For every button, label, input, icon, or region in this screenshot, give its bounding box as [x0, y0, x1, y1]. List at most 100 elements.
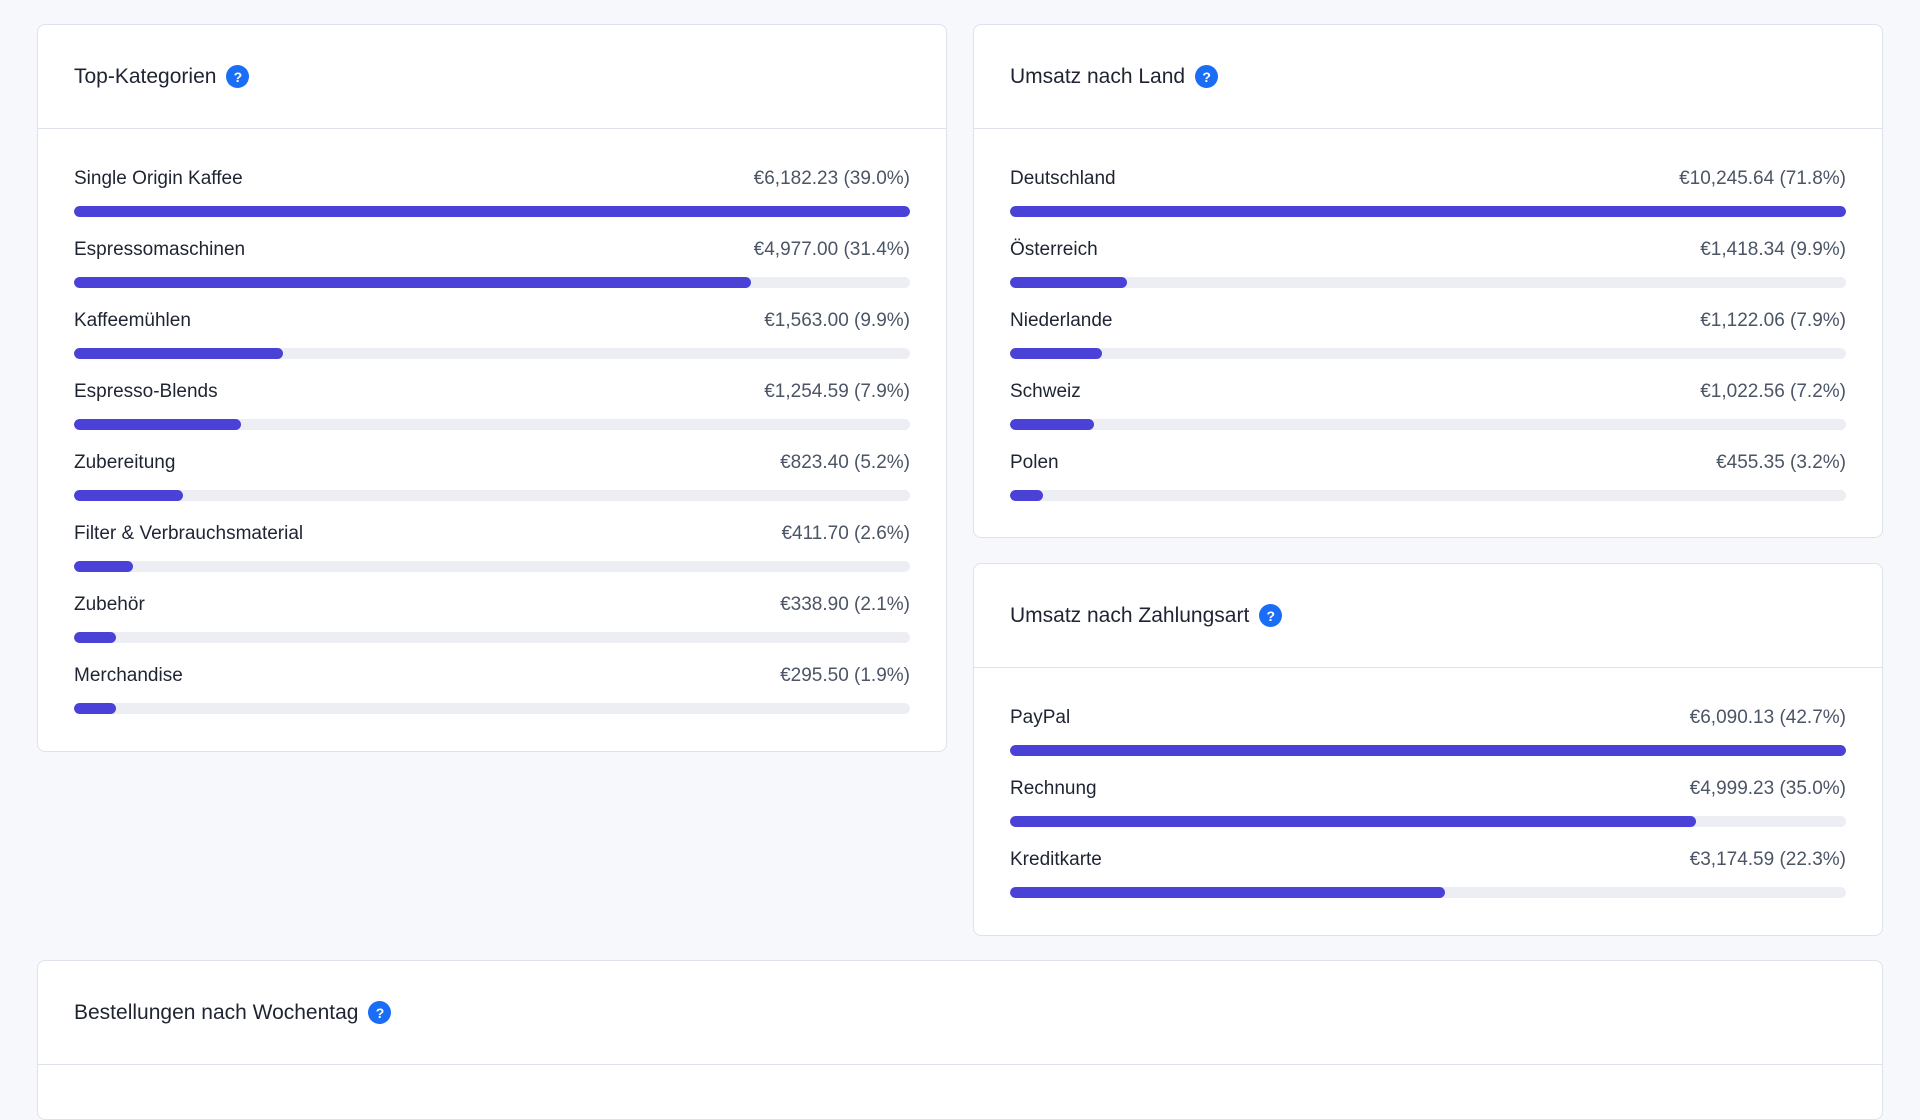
list-item: PayPal €6,090.13 (42.7%)	[1010, 704, 1846, 775]
progress-fill	[1010, 490, 1044, 501]
top-categories-card: Top-Kategorien ? Single Origin Kaffee €6,…	[37, 24, 947, 752]
row-value: €295.50 (1.9%)	[780, 665, 910, 686]
progress-fill	[1010, 206, 1846, 217]
list-item: Espresso-Blends €1,254.59 (7.9%)	[74, 378, 910, 449]
progress-track	[74, 348, 910, 359]
row-value: €1,122.06 (7.9%)	[1700, 310, 1846, 331]
card-title: Top-Kategorien	[74, 64, 217, 88]
row-header: Espresso-Blends €1,254.59 (7.9%)	[74, 378, 910, 406]
row-header: Single Origin Kaffee €6,182.23 (39.0%)	[74, 165, 910, 193]
help-icon[interactable]: ?	[1259, 604, 1283, 627]
card-header: Bestellungen nach Wochentag ?	[38, 961, 1882, 1065]
row-label: Zubehör	[74, 594, 145, 615]
row-value: €4,999.23 (35.0%)	[1689, 778, 1846, 799]
progress-track	[74, 632, 910, 643]
progress-track	[1010, 277, 1846, 288]
list-item: Rechnung €4,999.23 (35.0%)	[1010, 775, 1846, 846]
progress-fill	[74, 632, 116, 643]
progress-track	[1010, 745, 1846, 756]
list-item: Zubereitung €823.40 (5.2%)	[74, 449, 910, 520]
progress-fill	[74, 206, 910, 217]
progress-fill	[74, 561, 133, 572]
bar-list: Deutschland €10,245.64 (71.8%) Österreich €…	[974, 129, 1882, 520]
row-header: Schweiz €1,022.56 (7.2%)	[1010, 378, 1846, 406]
row-label: Zubereitung	[74, 452, 176, 473]
progress-track	[1010, 419, 1846, 430]
row-value: €455.35 (3.2%)	[1716, 452, 1846, 473]
progress-track	[1010, 816, 1846, 827]
list-item: Schweiz €1,022.56 (7.2%)	[1010, 378, 1846, 449]
row-value: €338.90 (2.1%)	[780, 594, 910, 615]
list-item: Österreich €1,418.34 (9.9%)	[1010, 236, 1846, 307]
row-header: Niederlande €1,122.06 (7.9%)	[1010, 307, 1846, 335]
list-item: Single Origin Kaffee €6,182.23 (39.0%)	[74, 165, 910, 236]
row-header: Deutschland €10,245.64 (71.8%)	[1010, 165, 1846, 193]
row-header: Kaffeemühlen €1,563.00 (9.9%)	[74, 307, 910, 335]
progress-track	[74, 277, 910, 288]
revenue-by-payment-card: Umsatz nach Zahlungsart ? PayPal €6,090.1…	[973, 563, 1883, 936]
row-label: Polen	[1010, 452, 1059, 473]
progress-track	[1010, 887, 1846, 898]
row-label: Deutschland	[1010, 168, 1116, 189]
list-item: Espressomaschinen €4,977.00 (31.4%)	[74, 236, 910, 307]
progress-fill	[74, 277, 752, 288]
progress-track	[1010, 490, 1846, 501]
list-item: Kreditkarte €3,174.59 (22.3%)	[1010, 846, 1846, 917]
row-value: €1,563.00 (9.9%)	[764, 310, 910, 331]
row-header: Zubehör €338.90 (2.1%)	[74, 591, 910, 619]
list-item: Polen €455.35 (3.2%)	[1010, 449, 1846, 520]
row-label: Filter & Verbrauchsmaterial	[74, 523, 304, 544]
row-label: Espresso-Blends	[74, 381, 218, 402]
progress-fill	[74, 348, 283, 359]
bar-list: Single Origin Kaffee €6,182.23 (39.0%) Esp…	[38, 129, 946, 733]
row-value: €1,418.34 (9.9%)	[1700, 239, 1846, 260]
progress-fill	[1010, 277, 1128, 288]
list-item: Filter & Verbrauchsmaterial €411.70 (2.6%…	[74, 520, 910, 591]
progress-fill	[1010, 887, 1445, 898]
list-item: Kaffeemühlen €1,563.00 (9.9%)	[74, 307, 910, 378]
progress-fill	[74, 419, 242, 430]
row-header: Rechnung €4,999.23 (35.0%)	[1010, 775, 1846, 803]
progress-track	[1010, 206, 1846, 217]
row-label: PayPal	[1010, 707, 1071, 728]
card-title: Umsatz nach Zahlungsart	[1010, 603, 1250, 627]
row-header: Österreich €1,418.34 (9.9%)	[1010, 236, 1846, 264]
progress-track	[74, 490, 910, 501]
progress-fill	[74, 490, 183, 501]
progress-fill	[1010, 348, 1102, 359]
orders-by-weekday-card: Bestellungen nach Wochentag ?	[37, 960, 1883, 1120]
row-value: €6,182.23 (39.0%)	[753, 168, 910, 189]
row-header: Polen €455.35 (3.2%)	[1010, 449, 1846, 477]
row-value: €10,245.64 (71.8%)	[1679, 168, 1846, 189]
row-value: €823.40 (5.2%)	[780, 452, 910, 473]
card-header: Umsatz nach Land ?	[974, 25, 1882, 129]
list-item: Zubehör €338.90 (2.1%)	[74, 591, 910, 662]
list-item: Deutschland €10,245.64 (71.8%)	[1010, 165, 1846, 236]
progress-track	[74, 703, 910, 714]
help-icon[interactable]: ?	[1195, 65, 1219, 88]
row-label: Merchandise	[74, 665, 183, 686]
list-item: Merchandise €295.50 (1.9%)	[74, 662, 910, 733]
row-value: €3,174.59 (22.3%)	[1689, 849, 1846, 870]
row-header: PayPal €6,090.13 (42.7%)	[1010, 704, 1846, 732]
help-icon[interactable]: ?	[368, 1001, 392, 1024]
row-header: Espressomaschinen €4,977.00 (31.4%)	[74, 236, 910, 264]
progress-fill	[1010, 745, 1846, 756]
row-label: Österreich	[1010, 239, 1098, 260]
row-header: Merchandise €295.50 (1.9%)	[74, 662, 910, 690]
row-label: Rechnung	[1010, 778, 1097, 799]
row-value: €6,090.13 (42.7%)	[1689, 707, 1846, 728]
card-title: Umsatz nach Land	[1010, 64, 1186, 88]
revenue-by-country-card: Umsatz nach Land ? Deutschland €10,245.64…	[973, 24, 1883, 538]
progress-fill	[74, 703, 116, 714]
row-label: Espressomaschinen	[74, 239, 246, 260]
row-label: Schweiz	[1010, 381, 1081, 402]
progress-fill	[1010, 419, 1094, 430]
help-icon[interactable]: ?	[226, 65, 250, 88]
row-header: Zubereitung €823.40 (5.2%)	[74, 449, 910, 477]
row-label: Niederlande	[1010, 310, 1113, 331]
row-label: Single Origin Kaffee	[74, 168, 243, 189]
bar-list: PayPal €6,090.13 (42.7%) Rechnung €4,999.23…	[974, 668, 1882, 917]
row-header: Filter & Verbrauchsmaterial €411.70 (2.6%…	[74, 520, 910, 548]
row-header: Kreditkarte €3,174.59 (22.3%)	[1010, 846, 1846, 874]
